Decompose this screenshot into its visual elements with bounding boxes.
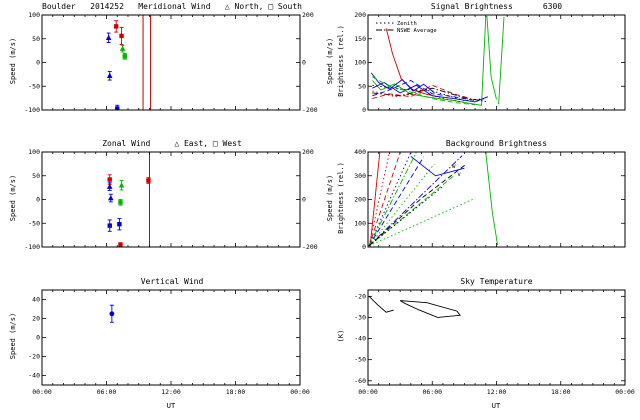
zonal-marker-legend: △ East, □ West (174, 139, 242, 148)
svg-text:100: 100 (28, 11, 40, 19)
zonal-wind-header: Zonal Wind △ East, □ West (42, 139, 302, 148)
svg-text:-200: -200 (302, 243, 318, 251)
svg-text:-200: -200 (302, 106, 318, 114)
vertical-yaxis-label: Speed (m/s) (9, 312, 17, 360)
wavelength-label: 6300 (542, 2, 563, 11)
svg-text:NSWE Average: NSWE Average (397, 28, 437, 34)
svg-text:-50: -50 (28, 219, 40, 227)
svg-text:0: 0 (36, 334, 40, 342)
svg-text:-40: -40 (28, 372, 40, 380)
svg-text:300: 300 (354, 172, 366, 180)
meridional-yaxis-label: Speed (m/s) (9, 37, 17, 85)
meridional-marker-legend: △ North, □ South (224, 2, 302, 11)
signal-yaxis-label: Brightness (rel.) (337, 25, 345, 97)
svg-text:-30: -30 (354, 313, 366, 321)
svg-text:200: 200 (354, 11, 366, 19)
svg-text:100: 100 (354, 219, 366, 227)
svg-text:150: 150 (354, 35, 366, 43)
skytemp-xaxis-label: UT (491, 402, 501, 410)
svg-text:-100: -100 (24, 106, 40, 114)
svg-text:0: 0 (36, 196, 40, 204)
zonal-yaxis-label: Speed (m/s) (9, 174, 17, 222)
svg-text:00:00: 00:00 (32, 388, 52, 396)
meridional-wind-header: Boulder 2014252 Meridional Wind △ North,… (42, 2, 302, 11)
sky-temperature-title: Sky Temperature (460, 277, 533, 286)
svg-text:w: w (452, 163, 456, 170)
signal-brightness-title: Signal Brightness (430, 2, 513, 11)
svg-text:18:00: 18:00 (226, 388, 246, 396)
svg-text:0: 0 (302, 196, 306, 204)
background-brightness-header: Background Brightness (368, 139, 625, 148)
vertical-wind-title: Vertical Wind (140, 277, 204, 286)
svg-text:50: 50 (32, 35, 40, 43)
svg-text:-50: -50 (28, 82, 40, 90)
svg-text:100: 100 (28, 148, 40, 156)
background-brightness-title: Background Brightness (445, 139, 548, 148)
zonal-wind-title: Zonal Wind (102, 139, 151, 148)
vertical-wind-header: Vertical Wind (42, 277, 302, 286)
svg-text:-50: -50 (354, 356, 366, 364)
svg-text:00:00: 00:00 (358, 388, 378, 396)
svg-text:12:00: 12:00 (487, 388, 507, 396)
svg-text:100: 100 (354, 59, 366, 67)
meridional-right-axis-label: Speed (m/s) (326, 37, 334, 85)
station-date-label: Boulder 2014252 (42, 2, 124, 11)
svg-text:-20: -20 (28, 353, 40, 361)
svg-text:18:00: 18:00 (551, 388, 571, 396)
svg-text:0: 0 (362, 243, 366, 251)
svg-text:200: 200 (354, 196, 366, 204)
svg-text:06:00: 06:00 (422, 388, 442, 396)
svg-text:400: 400 (354, 148, 366, 156)
skytemp-yaxis-label: (K) (337, 329, 345, 343)
vertical-xaxis-label: UT (166, 402, 176, 410)
signal-brightness-header: Signal Brightness 6300 (368, 2, 625, 11)
svg-text:200: 200 (302, 11, 314, 19)
svg-text:12:00: 12:00 (161, 388, 181, 396)
svg-text:Zenith: Zenith (397, 21, 417, 27)
svg-text:0: 0 (362, 106, 366, 114)
background-yaxis-label: Brightness (rel.) (337, 162, 345, 234)
zonal-right-axis-label: Speed (m/s) (326, 174, 334, 222)
svg-text:50: 50 (358, 82, 366, 90)
svg-text:50: 50 (32, 172, 40, 180)
svg-text:v: v (457, 171, 461, 178)
sky-temperature-header: Sky Temperature (368, 277, 625, 286)
svg-text:200: 200 (302, 148, 314, 156)
svg-text:-20: -20 (354, 292, 366, 300)
svg-text:00:00: 00:00 (290, 388, 310, 396)
svg-text:20: 20 (32, 315, 40, 323)
svg-text:06:00: 06:00 (97, 388, 117, 396)
meridional-wind-title: Meridional Wind (138, 2, 211, 11)
svg-text:-100: -100 (24, 243, 40, 251)
svg-text:0: 0 (36, 59, 40, 67)
svg-text:0: 0 (302, 59, 306, 67)
svg-text:40: 40 (32, 296, 40, 304)
svg-text:-40: -40 (354, 335, 366, 343)
svg-text:00:00: 00:00 (615, 388, 635, 396)
svg-text:-60: -60 (354, 377, 366, 385)
